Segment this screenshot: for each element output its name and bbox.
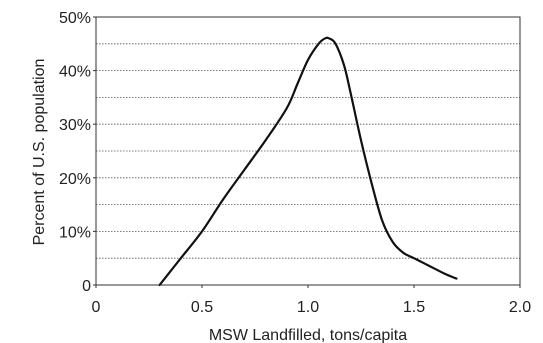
- y-tick-label: 40%: [59, 64, 91, 81]
- x-tick-label: 1.5: [403, 299, 425, 316]
- tick-label-layer: 0 10% 20% 30% 40% 50% 0 0.5 1.0 1.5 2.0: [59, 10, 531, 316]
- x-tick-label: 0.5: [191, 299, 213, 316]
- x-tick-label: 1.0: [297, 299, 319, 316]
- y-axis-title: Percent of U.S. population: [31, 59, 48, 246]
- y-tick-label: 10%: [59, 224, 91, 241]
- x-tick-label: 0: [92, 299, 101, 316]
- series-line: [158, 36, 458, 287]
- x-axis-title: MSW Landfilled, tons/capita: [209, 327, 407, 343]
- y-tick-label: 50%: [59, 10, 91, 27]
- y-tick-label: 20%: [59, 171, 91, 188]
- y-tick-label: 30%: [59, 117, 91, 134]
- x-tick-label: 2.0: [509, 299, 531, 316]
- y-tick-label: 0: [82, 278, 91, 295]
- tick-layer: [93, 16, 521, 288]
